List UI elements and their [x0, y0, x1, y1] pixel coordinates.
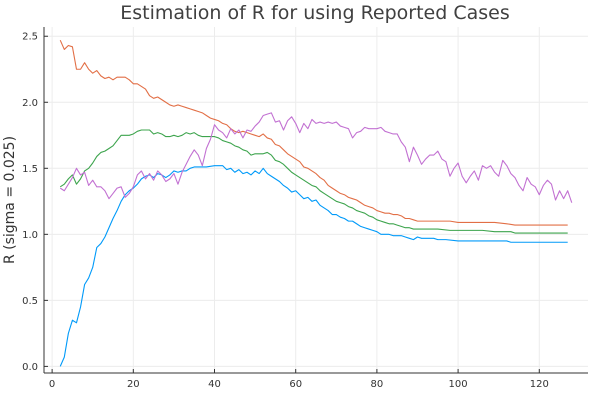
y-tick-label: 1.5 — [22, 164, 38, 175]
x-tick-label: 120 — [530, 379, 549, 390]
y-tick-label: 1.0 — [22, 230, 38, 241]
y-tick-label: 2.0 — [22, 98, 38, 109]
series-line-4 — [59, 112, 573, 203]
series-line-1 — [59, 165, 568, 367]
x-tick-label: 20 — [127, 379, 140, 390]
axes — [43, 27, 588, 374]
series-line-3 — [59, 129, 568, 234]
x-tick-label: 60 — [289, 379, 302, 390]
x-tick-label: 80 — [371, 379, 384, 390]
y-tick-label: 0.5 — [22, 296, 38, 307]
chart-title: Estimation of R for using Reported Cases — [120, 2, 510, 24]
tick-labels: 0 20 40 60 80 100 120 0.0 0.5 1.0 1.5 2.0 2.5 — [22, 32, 549, 390]
grid — [44, 27, 588, 373]
x-tick-label: 100 — [449, 379, 468, 390]
y-tick-label: 2.5 — [22, 32, 38, 43]
series-line-2 — [59, 39, 568, 226]
y-tick-label: 0.0 — [22, 362, 38, 373]
x-tick-label: 40 — [208, 379, 221, 390]
series-group — [59, 39, 573, 367]
y-axis-label: R (sigma = 0.025) — [2, 136, 18, 264]
x-tick-label: 0 — [49, 379, 55, 390]
